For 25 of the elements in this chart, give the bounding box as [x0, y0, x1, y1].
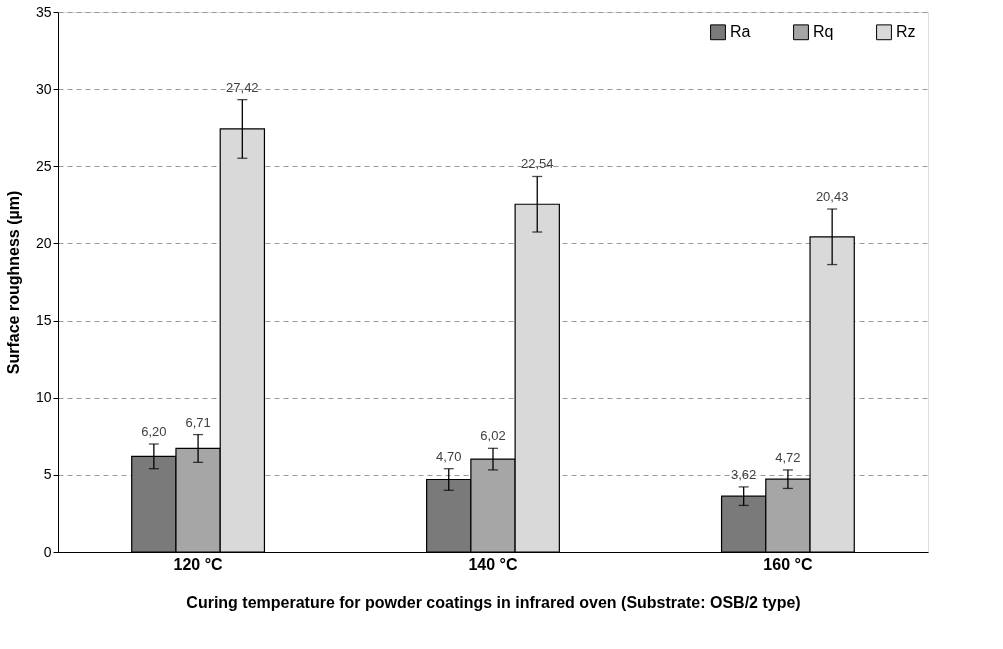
data-label: 22,54 — [520, 156, 554, 172]
data-label: 3,62 — [731, 466, 757, 482]
data-label: 4,72 — [775, 449, 801, 465]
y-tick-label: 35 — [35, 3, 52, 20]
data-label: 27,42 — [226, 79, 259, 95]
y-tick-label: 10 — [35, 389, 52, 406]
legend-label: Ra — [730, 23, 751, 41]
y-tick-label: 30 — [35, 80, 52, 97]
data-label: 6,20 — [141, 424, 167, 439]
y-tick-label: 15 — [35, 312, 52, 329]
legend-label: Rq — [813, 23, 834, 41]
y-tick-label: 25 — [35, 157, 52, 174]
x-tick-label: 140 °C — [468, 555, 518, 573]
y-tick-label: 5 — [43, 466, 52, 483]
x-axis-title: Curing temperature for powder coatings in infrared oven (Substrate: OSB/2 type) — [186, 593, 801, 611]
data-label: 6,02 — [480, 428, 506, 444]
data-label: 20,43 — [815, 189, 849, 205]
y-axis-title: Surface roughness (µm) — [4, 190, 22, 375]
legend-label: Rz — [896, 23, 916, 41]
y-tick-label: 20 — [35, 234, 52, 251]
y-tick-label: 0 — [43, 543, 52, 560]
x-tick-label: 160 °C — [763, 555, 813, 573]
data-label: 4,70 — [436, 448, 462, 464]
data-label: 6,71 — [185, 414, 211, 430]
x-tick-label: 120 °C — [173, 555, 224, 573]
